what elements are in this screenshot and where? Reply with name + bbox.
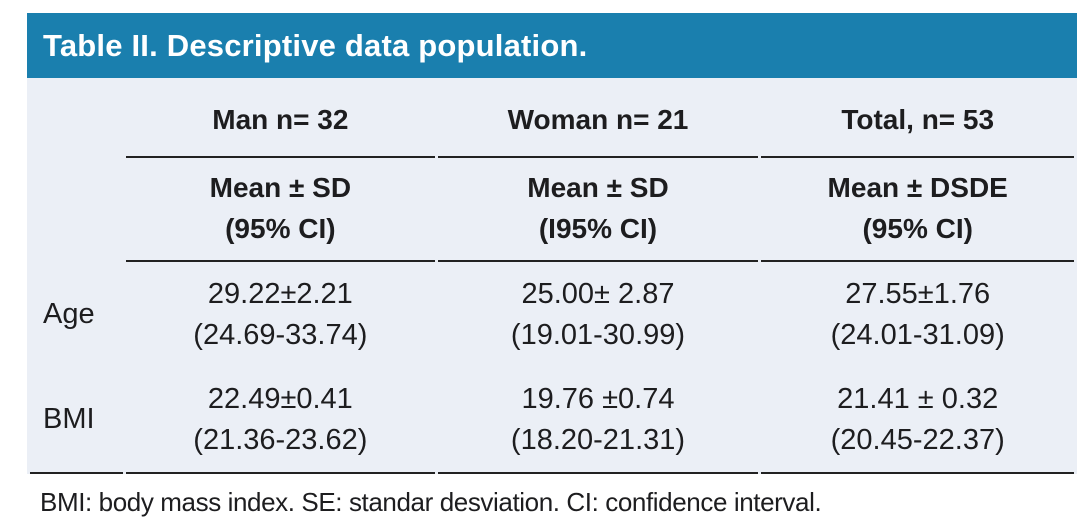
table-title: Table II. Descriptive data population. xyxy=(43,27,588,63)
table-row-bmi: BMI 22.49±0.41 (21.36-23.62) 19.76 ±0.74… xyxy=(30,367,1074,474)
age-man-mean: 29.22±2.21 xyxy=(207,277,353,310)
table-figure: Table II. Descriptive data population. M… xyxy=(27,13,1077,518)
age-total-cell: 27.55±1.76 (24.01-31.09) xyxy=(761,262,1074,367)
bmi-woman-mean: 19.76 ±0.74 xyxy=(521,382,675,415)
age-total-mean: 27.55±1.76 xyxy=(845,277,991,310)
bmi-woman-cell: 19.76 ±0.74 (18.20-21.31) xyxy=(437,367,759,474)
sub-header-woman-line2: (I95% CI) xyxy=(538,213,658,244)
group-header-total: Total, n= 53 xyxy=(761,78,1074,158)
sub-header-total: Mean ± DSDE (95% CI) xyxy=(761,158,1074,262)
group-header-man: Man n= 32 xyxy=(126,78,435,158)
bmi-total-mean: 21.41 ± 0.32 xyxy=(837,382,999,415)
age-woman-ci: (19.01-30.99) xyxy=(510,318,686,351)
bmi-total-cell: 21.41 ± 0.32 (20.45-22.37) xyxy=(761,367,1074,474)
corner-spacer-cell xyxy=(30,158,123,262)
age-woman-mean: 25.00± 2.87 xyxy=(521,277,675,310)
bmi-woman-ci: (18.20-21.31) xyxy=(510,423,686,456)
age-total-ci: (24.01-31.09) xyxy=(830,318,1005,351)
age-woman-cell: 25.00± 2.87 (19.01-30.99) xyxy=(438,262,759,367)
table-title-bar: Table II. Descriptive data population. xyxy=(27,13,1077,78)
sub-header-woman: Mean ± SD (I95% CI) xyxy=(437,158,759,262)
group-header-row: Man n= 32 Woman n= 21 Total, n= 53 xyxy=(30,78,1074,158)
group-header-woman: Woman n= 21 xyxy=(437,78,759,158)
bmi-man-ci: (21.36-23.62) xyxy=(193,423,368,456)
corner-spacer-cell xyxy=(30,78,123,158)
row-label-bmi: BMI xyxy=(30,367,124,474)
table-footnote: BMI: body mass index. SE: standar desvia… xyxy=(40,487,822,517)
sub-header-woman-line1: Mean ± SD xyxy=(527,172,669,204)
sub-header-man-line2: (95% CI) xyxy=(225,213,336,244)
bmi-total-ci: (20.45-22.37) xyxy=(830,423,1005,456)
sub-header-total-line1: Mean ± DSDE xyxy=(827,172,1008,204)
bmi-man-cell: 22.49±0.41 (21.36-23.62) xyxy=(126,367,435,474)
age-man-cell: 29.22±2.21 (24.69-33.74) xyxy=(126,262,434,367)
sub-header-man-line1: Mean ± SD xyxy=(209,172,352,204)
sub-header-man: Mean ± SD (95% CI) xyxy=(126,158,435,262)
sub-header-row: Mean ± SD (95% CI) Mean ± SD (I95% CI) M… xyxy=(30,158,1074,262)
table-body: Age 29.22±2.21 (24.69-33.74) 25.00± 2.87… xyxy=(30,262,1074,474)
bmi-man-mean: 22.49±0.41 xyxy=(207,382,353,415)
descriptive-data-table: Man n= 32 Woman n= 21 Total, n= 53 Mean … xyxy=(27,78,1077,474)
table-row-age: Age 29.22±2.21 (24.69-33.74) 25.00± 2.87… xyxy=(30,262,1074,367)
table-head: Man n= 32 Woman n= 21 Total, n= 53 Mean … xyxy=(30,78,1074,262)
sub-header-total-line2: (95% CI) xyxy=(862,213,973,244)
row-label-age: Age xyxy=(43,298,95,330)
age-man-ci: (24.69-33.74) xyxy=(193,318,368,351)
